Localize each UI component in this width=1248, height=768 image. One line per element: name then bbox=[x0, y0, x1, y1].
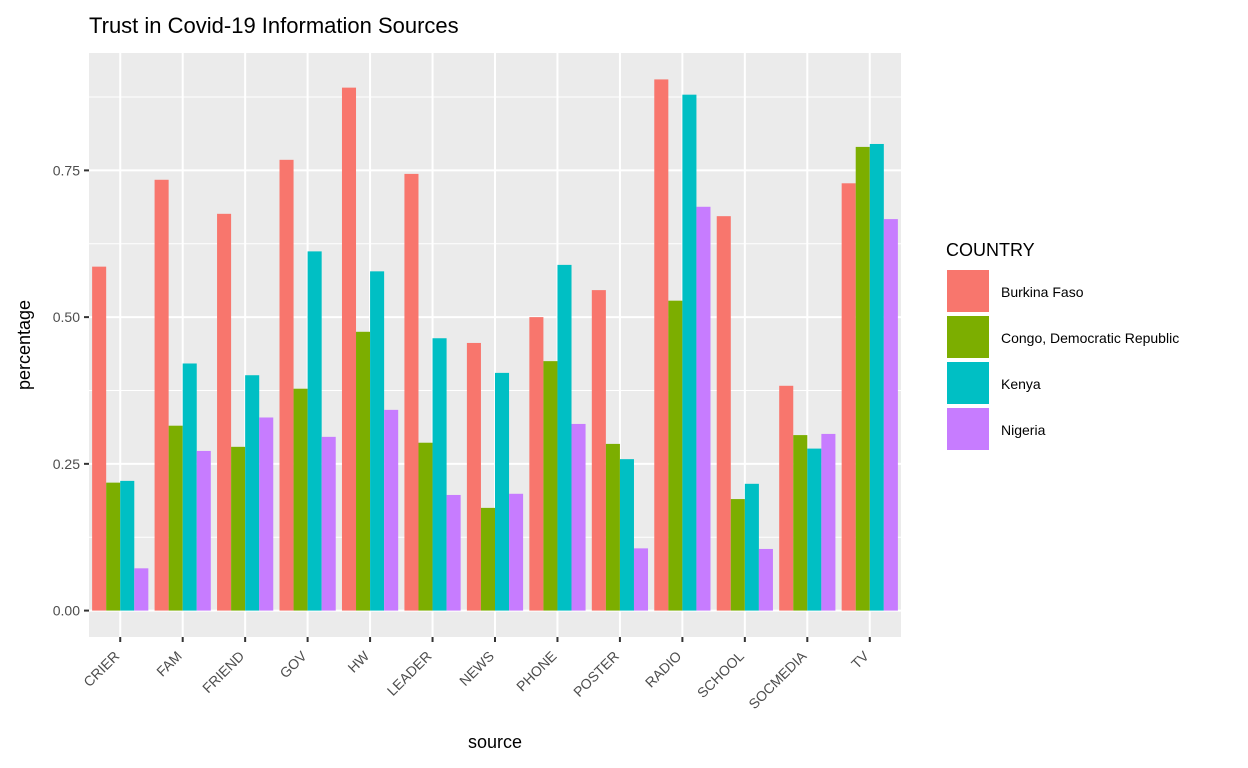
bar bbox=[509, 493, 524, 611]
bar bbox=[384, 409, 399, 611]
bar bbox=[279, 159, 294, 611]
chart-title: Trust in Covid-19 Information Sources bbox=[89, 13, 459, 38]
bar bbox=[619, 459, 634, 611]
bar bbox=[259, 417, 274, 611]
bar bbox=[654, 79, 669, 611]
legend-label: Kenya bbox=[1001, 376, 1041, 392]
bar bbox=[730, 499, 745, 611]
bar bbox=[154, 179, 169, 611]
bar bbox=[480, 507, 495, 611]
legend: COUNTRY Burkina Faso Congo, Democratic Re… bbox=[945, 240, 1179, 452]
legend-key bbox=[945, 268, 991, 314]
bar bbox=[106, 482, 121, 611]
x-tick-label: POSTER bbox=[570, 648, 622, 700]
y-tick-label: 0.75 bbox=[53, 162, 80, 178]
bar bbox=[543, 361, 558, 611]
bar bbox=[557, 264, 572, 611]
x-tick-label: HW bbox=[344, 647, 372, 675]
bar bbox=[404, 173, 419, 611]
bar bbox=[779, 385, 794, 611]
bar bbox=[744, 483, 759, 611]
bar bbox=[196, 450, 211, 611]
bar bbox=[883, 219, 898, 611]
bar bbox=[245, 375, 260, 611]
bar bbox=[495, 372, 510, 611]
x-axis: CRIER FAM FRIEND GOV HW LEADER NEWS PHONE POSTER… bbox=[80, 637, 872, 712]
x-axis-label: source bbox=[468, 732, 522, 752]
y-axis: 0.00 0.25 0.50 0.75 bbox=[53, 162, 89, 619]
bar bbox=[591, 290, 606, 611]
legend-title: COUNTRY bbox=[946, 240, 1035, 260]
bar bbox=[418, 442, 433, 611]
bar bbox=[432, 338, 447, 611]
bar bbox=[716, 216, 731, 611]
bar bbox=[605, 443, 620, 611]
y-axis-label: percentage bbox=[14, 300, 34, 390]
x-tick-label: GOV bbox=[276, 647, 310, 681]
legend-label: Burkina Faso bbox=[1001, 284, 1084, 300]
x-tick-label: SOCMEDIA bbox=[745, 647, 810, 712]
bar bbox=[217, 213, 232, 611]
y-tick-label: 0.00 bbox=[53, 603, 80, 619]
legend-label: Congo, Democratic Republic bbox=[1001, 330, 1179, 346]
bar bbox=[682, 94, 697, 611]
bar bbox=[668, 300, 683, 611]
bar bbox=[370, 271, 385, 611]
bar bbox=[92, 266, 107, 611]
bar bbox=[855, 146, 870, 611]
legend-key bbox=[945, 360, 991, 406]
bar bbox=[571, 423, 586, 611]
bar bbox=[529, 317, 544, 611]
bar bbox=[807, 448, 822, 611]
bars bbox=[92, 79, 898, 611]
x-tick-label: NEWS bbox=[456, 648, 497, 689]
bar bbox=[168, 425, 183, 611]
bar bbox=[793, 435, 808, 611]
bar bbox=[356, 331, 371, 611]
bar bbox=[231, 446, 246, 611]
x-tick-label: SCHOOL bbox=[694, 648, 747, 701]
legend-label: Nigeria bbox=[1001, 422, 1046, 438]
x-tick-label: LEADER bbox=[384, 648, 435, 699]
bar bbox=[341, 87, 357, 611]
bar bbox=[821, 433, 836, 611]
x-tick-label: RADIO bbox=[642, 648, 685, 691]
bar bbox=[182, 363, 197, 611]
x-tick-label: TV bbox=[848, 647, 872, 671]
bar bbox=[321, 436, 336, 611]
bar bbox=[446, 494, 461, 611]
legend-key bbox=[945, 406, 991, 452]
legend-key bbox=[945, 314, 991, 360]
x-tick-label: CRIER bbox=[80, 648, 122, 690]
bar bbox=[466, 342, 481, 611]
x-tick-label: FRIEND bbox=[199, 648, 247, 696]
bar bbox=[134, 568, 149, 611]
y-tick-label: 0.50 bbox=[53, 309, 80, 325]
bar bbox=[758, 548, 773, 611]
bar bbox=[307, 251, 322, 611]
x-tick-label: PHONE bbox=[513, 648, 560, 695]
bar bbox=[841, 183, 856, 611]
x-tick-label: FAM bbox=[153, 648, 185, 680]
bar bbox=[869, 143, 884, 611]
bar bbox=[696, 206, 711, 611]
bar bbox=[293, 388, 308, 611]
y-tick-label: 0.25 bbox=[53, 456, 80, 472]
bar bbox=[120, 480, 135, 611]
bar bbox=[633, 548, 649, 611]
